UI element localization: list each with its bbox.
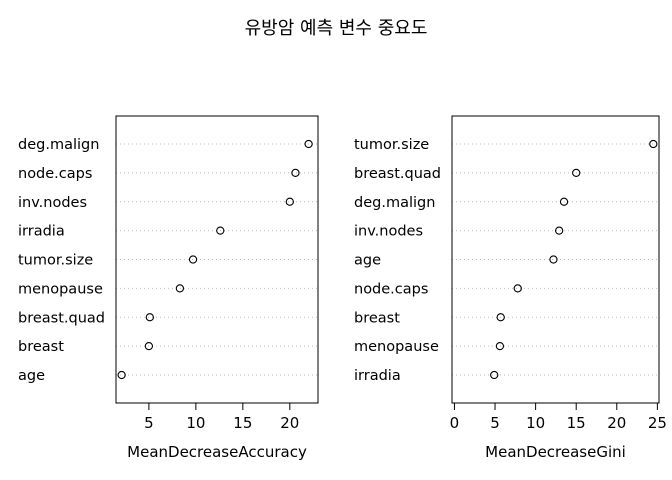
- x-tick-label: 15: [567, 414, 586, 432]
- data-point: [175, 284, 185, 293]
- x-axis-title: MeanDecreaseGini: [485, 443, 626, 461]
- category-label: menopause: [354, 339, 439, 355]
- plot-frame: [451, 115, 660, 404]
- chart-panels: deg.malignnode.capsinv.nodesirradiatumor…: [18, 115, 667, 461]
- data-point: [549, 255, 558, 264]
- x-tick-label: 20: [607, 414, 626, 432]
- data-point: [490, 370, 499, 380]
- category-label: inv.nodes: [18, 195, 87, 211]
- data-point: [513, 284, 522, 293]
- chart-title: 유방암 예측 변수 중요도: [245, 18, 428, 39]
- category-label: menopause: [18, 281, 103, 297]
- data-point: [495, 341, 505, 351]
- data-point: [188, 255, 198, 264]
- category-label: node.caps: [354, 281, 428, 297]
- x-tick-label: 5: [144, 414, 154, 432]
- category-label: deg.malign: [18, 137, 99, 153]
- data-point: [291, 168, 300, 178]
- category-label: breast.quad: [354, 166, 441, 182]
- x-tick-label: 0: [450, 414, 460, 432]
- data-point: [145, 313, 154, 322]
- category-label: breast: [354, 310, 400, 326]
- data-point: [649, 139, 658, 149]
- data-point: [559, 197, 569, 206]
- data-point: [216, 226, 225, 235]
- panel-2: tumor.size breast.quad deg.malign inv.nodes…: [354, 115, 667, 461]
- category-label: deg.malign: [354, 195, 435, 211]
- category-label: breast.quad: [18, 310, 105, 326]
- x-tick-label: 15: [233, 414, 252, 432]
- x-tick-label: 25: [648, 414, 667, 432]
- category-label: tumor.size: [18, 253, 93, 269]
- data-point: [144, 341, 154, 351]
- data-point: [555, 226, 564, 235]
- x-tick-label: 10: [186, 414, 205, 432]
- category-label: tumor.size: [354, 137, 429, 153]
- x-tick-label: 10: [526, 414, 545, 432]
- category-label: node.caps: [18, 166, 92, 182]
- data-point: [117, 370, 126, 380]
- x-axis-title: MeanDecreaseAccuracy: [127, 443, 307, 461]
- data-point: [496, 313, 505, 322]
- x-tick-label: 5: [490, 414, 500, 432]
- panel-1: deg.malign node.caps inv.nodes irradia tumor…: [18, 115, 319, 461]
- data-point: [572, 168, 581, 178]
- category-label: irradia: [354, 368, 401, 384]
- x-tick-label: 20: [280, 414, 299, 432]
- category-label: age: [18, 368, 45, 384]
- category-label: inv.nodes: [354, 224, 423, 240]
- category-label: breast: [18, 339, 64, 355]
- data-point: [304, 139, 313, 149]
- category-label: irradia: [18, 224, 65, 240]
- category-label: age: [354, 253, 381, 269]
- data-point: [285, 197, 294, 206]
